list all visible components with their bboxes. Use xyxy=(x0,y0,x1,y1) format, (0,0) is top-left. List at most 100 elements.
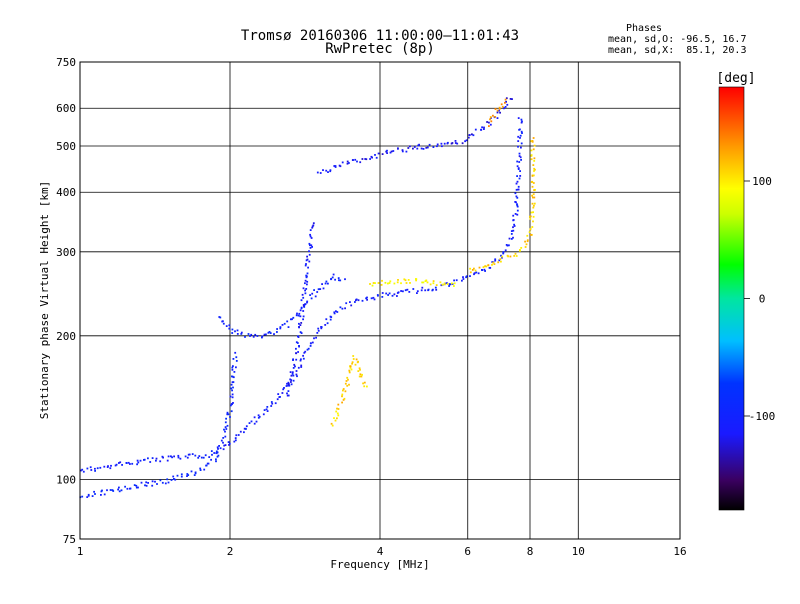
echo-point xyxy=(298,326,300,328)
echo-point xyxy=(469,275,471,277)
echo-point xyxy=(533,196,536,199)
echo-point xyxy=(224,430,226,433)
echo-point xyxy=(441,283,444,286)
echo-point xyxy=(306,255,308,258)
echo-point xyxy=(509,255,512,258)
echo-point xyxy=(191,453,194,455)
echo-point xyxy=(299,359,302,362)
echo-point xyxy=(515,182,518,185)
echo-point xyxy=(173,478,175,480)
echo-point xyxy=(135,484,138,487)
echo-point xyxy=(223,428,225,431)
echo-point xyxy=(143,459,145,461)
echo-point xyxy=(216,455,219,458)
echo-point xyxy=(304,282,306,285)
colorbar-tick-label: -100 xyxy=(749,410,776,423)
echo-point xyxy=(415,278,418,281)
echo-point xyxy=(472,134,475,137)
echo-point xyxy=(299,309,302,312)
echo-point xyxy=(532,211,534,214)
echo-point xyxy=(282,388,285,391)
echo-point xyxy=(309,294,311,296)
echo-point xyxy=(427,288,430,291)
echo-point xyxy=(145,484,148,487)
echo-point xyxy=(286,394,289,397)
echo-point xyxy=(516,196,519,199)
echo-point xyxy=(465,275,468,278)
echo-point xyxy=(339,306,342,309)
echo-point xyxy=(308,250,310,253)
echo-point xyxy=(297,335,299,338)
echo-point xyxy=(302,296,305,299)
echo-point xyxy=(273,333,275,335)
echo-point xyxy=(218,445,220,447)
echo-point xyxy=(306,280,309,283)
echo-point xyxy=(354,158,357,161)
echo-point xyxy=(357,360,359,363)
echo-point xyxy=(342,399,345,401)
echo-point xyxy=(302,287,305,290)
echo-point xyxy=(502,251,505,253)
echo-point xyxy=(215,458,217,461)
echo-point xyxy=(532,148,535,151)
echo-point xyxy=(401,149,404,151)
echo-point xyxy=(235,366,237,369)
echo-point xyxy=(311,292,314,295)
echo-point xyxy=(302,354,304,357)
echo-point xyxy=(391,294,394,297)
echo-point xyxy=(276,331,278,333)
echo-point xyxy=(106,489,108,492)
echo-point xyxy=(219,316,222,319)
echo-point xyxy=(525,243,528,246)
echo-point xyxy=(121,464,123,466)
echo-point xyxy=(524,240,526,243)
echo-point xyxy=(320,327,323,330)
echo-point xyxy=(324,324,327,326)
echo-point xyxy=(159,479,162,482)
echo-point xyxy=(531,175,534,177)
echo-point xyxy=(297,314,300,317)
echo-point xyxy=(474,128,477,131)
echo-point xyxy=(351,362,353,365)
echo-point xyxy=(329,169,332,172)
echo-point xyxy=(306,272,309,275)
echo-point xyxy=(300,358,302,361)
echo-point xyxy=(381,296,384,298)
echo-point xyxy=(520,130,523,133)
echo-point xyxy=(266,406,269,408)
echo-point xyxy=(376,294,379,296)
echo-point xyxy=(115,463,118,466)
echo-point xyxy=(304,292,307,295)
echo-point xyxy=(166,459,169,462)
echo-point xyxy=(288,383,290,385)
x-tick-label: 10 xyxy=(572,545,585,558)
echo-point xyxy=(498,106,501,109)
echo-point xyxy=(224,421,227,424)
echo-point xyxy=(388,282,391,284)
echo-point xyxy=(517,167,520,169)
echo-point xyxy=(446,282,448,284)
echo-point xyxy=(520,159,522,161)
echo-point xyxy=(447,141,449,144)
echo-point xyxy=(484,265,487,267)
echo-point xyxy=(473,267,475,270)
echo-point xyxy=(309,244,311,247)
echo-point xyxy=(326,322,329,325)
echo-point xyxy=(489,118,491,121)
echo-point xyxy=(517,188,520,191)
echo-point xyxy=(521,132,523,134)
echo-point xyxy=(341,393,344,396)
echo-point xyxy=(468,134,471,136)
echo-point xyxy=(119,461,122,464)
echo-point xyxy=(345,380,348,382)
echo-point xyxy=(225,428,228,430)
echo-point xyxy=(256,335,259,337)
echo-point xyxy=(514,201,517,203)
echo-point xyxy=(373,298,376,301)
echo-point xyxy=(283,387,285,389)
echo-point xyxy=(513,223,515,226)
echo-point xyxy=(296,312,298,315)
echo-point xyxy=(337,277,340,279)
echo-point xyxy=(304,264,307,267)
